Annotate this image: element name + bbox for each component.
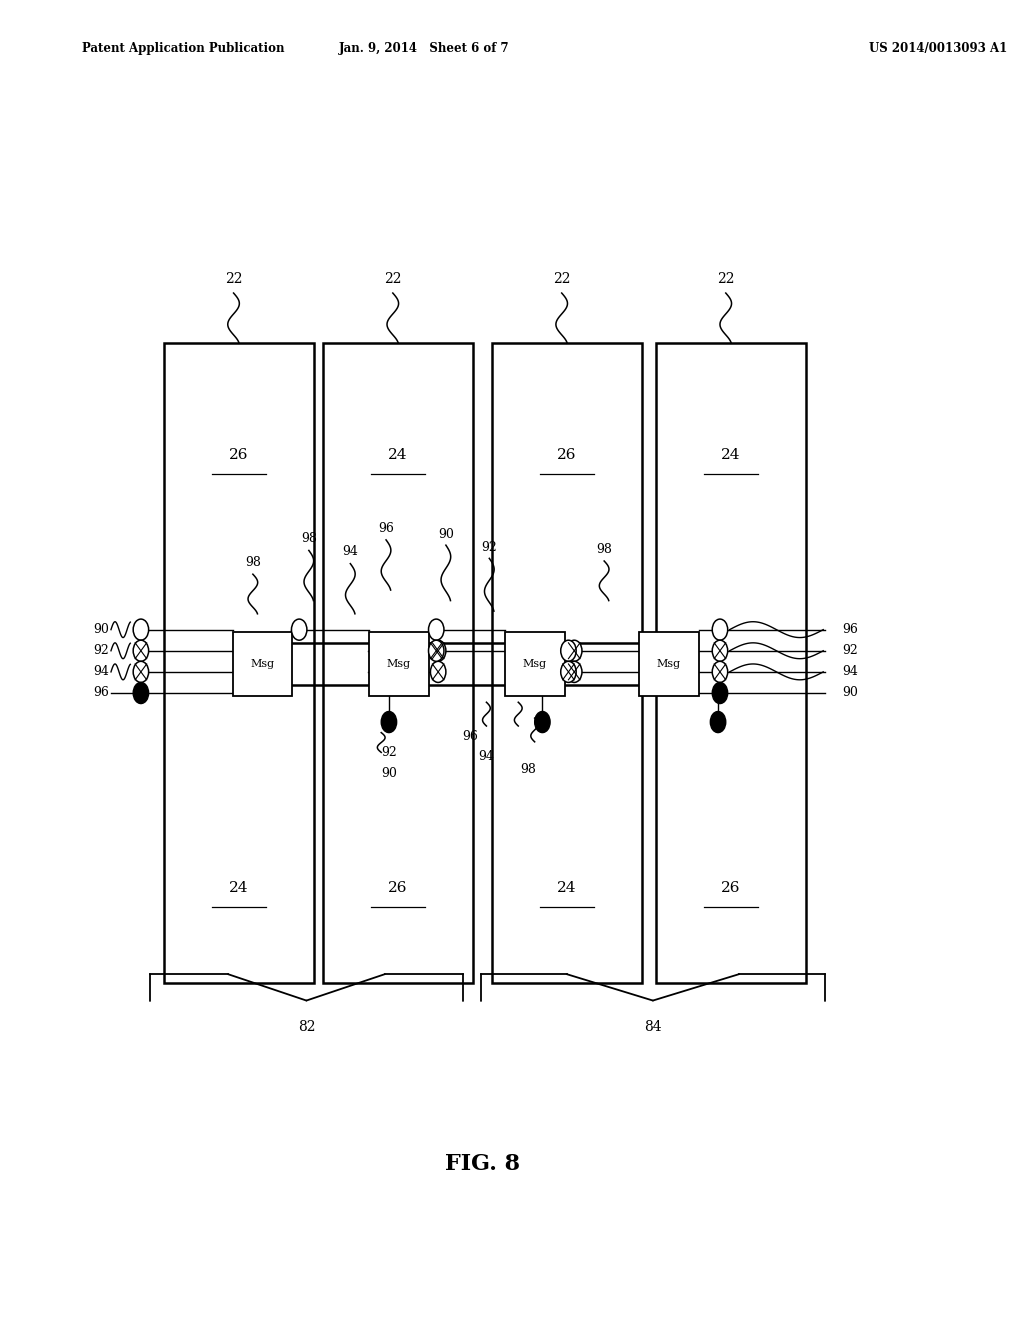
Text: Jan. 9, 2014   Sheet 6 of 7: Jan. 9, 2014 Sheet 6 of 7 [339,42,510,55]
Text: 92: 92 [843,644,858,657]
Text: Msg: Msg [386,659,411,669]
Text: 22: 22 [384,272,401,286]
Bar [164,343,313,983]
Circle shape [713,640,728,661]
Circle shape [430,661,445,682]
Text: 98: 98 [245,556,261,569]
Text: 94: 94 [93,665,110,678]
Text: 92: 92 [481,541,498,554]
Circle shape [430,640,445,661]
Bar [493,343,642,983]
Text: 26: 26 [388,882,408,895]
Text: 24: 24 [721,449,740,462]
Text: 98: 98 [596,543,612,556]
Bar [232,632,293,696]
Text: Msg: Msg [522,659,547,669]
Text: 96: 96 [843,623,858,636]
Text: 26: 26 [721,882,740,895]
Text: 82: 82 [298,1020,315,1035]
Circle shape [566,640,582,661]
Text: 96: 96 [378,521,394,535]
Text: FIG. 8: FIG. 8 [445,1154,520,1175]
Text: 94: 94 [342,545,358,558]
Text: Msg: Msg [656,659,681,669]
Circle shape [133,682,148,704]
Circle shape [133,661,148,682]
Text: 24: 24 [388,449,408,462]
Circle shape [713,661,728,682]
Circle shape [566,661,582,682]
Text: 22: 22 [717,272,734,286]
Text: 92: 92 [93,644,110,657]
Text: 90: 90 [93,623,110,636]
Text: 94: 94 [843,665,858,678]
Circle shape [561,661,577,682]
Text: 26: 26 [557,449,577,462]
Text: US 2014/0013093 A1: US 2014/0013093 A1 [868,42,1007,55]
Circle shape [713,682,728,704]
Circle shape [561,640,577,661]
Circle shape [713,619,728,640]
Text: 22: 22 [553,272,570,286]
Circle shape [428,619,444,640]
Text: 98: 98 [301,532,316,545]
Text: 22: 22 [225,272,243,286]
Circle shape [381,711,396,733]
Circle shape [711,711,726,733]
Circle shape [535,711,550,733]
Text: Msg: Msg [251,659,274,669]
Text: 90: 90 [438,528,454,541]
Text: 26: 26 [229,449,249,462]
Circle shape [133,619,148,640]
Text: 96: 96 [93,686,110,700]
Bar [639,632,698,696]
Text: 24: 24 [557,882,577,895]
Text: 92: 92 [381,746,397,759]
Bar [324,343,473,983]
Text: Patent Application Publication: Patent Application Publication [82,42,285,55]
Text: 94: 94 [478,750,495,763]
Circle shape [428,640,444,661]
Bar [656,343,806,983]
Bar [505,632,564,696]
Text: 24: 24 [229,882,249,895]
Text: 96: 96 [462,730,478,743]
Bar [369,632,428,696]
Text: 84: 84 [644,1020,662,1035]
Text: 98: 98 [520,763,536,776]
Text: 90: 90 [381,767,397,780]
Circle shape [292,619,307,640]
Circle shape [133,640,148,661]
Text: 90: 90 [843,686,858,700]
